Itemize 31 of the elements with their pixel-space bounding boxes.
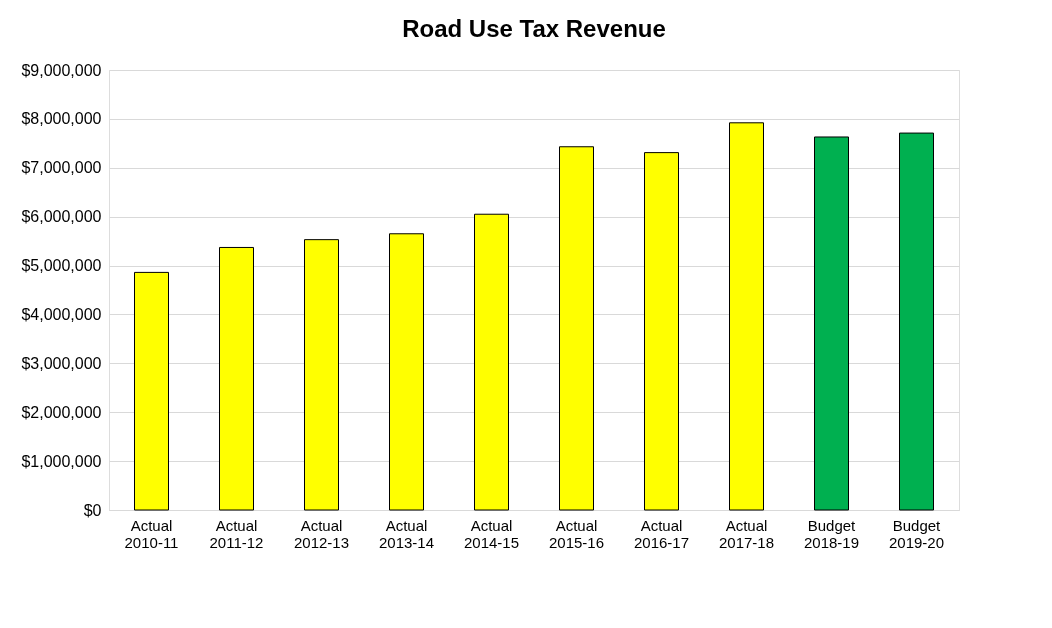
y-tick-label: $3,000,000 — [21, 354, 102, 372]
x-tick-label: Actual 2014-15 — [463, 516, 520, 551]
bar — [559, 146, 594, 511]
bar — [644, 152, 679, 511]
bar — [134, 271, 169, 511]
x-tick-label: Actual 2016-17 — [633, 516, 690, 551]
bar — [814, 136, 849, 511]
x-tick-label: Actual 2010-11 — [124, 516, 179, 551]
y-tick-label: $5,000,000 — [21, 257, 102, 275]
bar — [389, 233, 424, 511]
bar — [304, 239, 339, 511]
y-tick-label: $2,000,000 — [21, 403, 102, 421]
chart-title: Road Use Tax Revenue — [402, 15, 666, 42]
x-tick-label: Actual 2017-18 — [718, 516, 775, 551]
x-tick-label: Actual 2012-13 — [293, 516, 350, 551]
x-tick-label: Actual 2011-12 — [209, 516, 264, 551]
y-tick-label: $4,000,000 — [21, 305, 102, 323]
x-tick-label: Budget 2019-20 — [888, 516, 945, 551]
bar — [899, 132, 934, 511]
bar — [729, 122, 764, 511]
x-tick-label: Actual 2015-16 — [548, 516, 605, 551]
y-tick-label: $8,000,000 — [21, 110, 102, 128]
x-tick-label: Budget 2018-19 — [803, 516, 860, 551]
bar — [219, 246, 254, 511]
y-tick-label: $0 — [83, 501, 102, 519]
y-tick-label: $9,000,000 — [21, 61, 102, 79]
x-tick-label: Actual 2013-14 — [378, 516, 435, 551]
bar — [474, 213, 509, 511]
y-tick-label: $1,000,000 — [21, 452, 102, 470]
y-tick-label: $6,000,000 — [21, 208, 102, 226]
y-tick-label: $7,000,000 — [21, 159, 102, 177]
